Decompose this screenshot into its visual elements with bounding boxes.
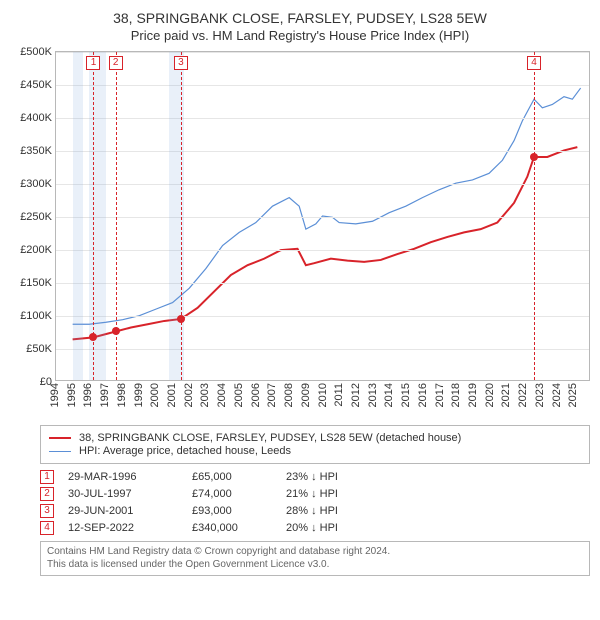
sale-row-date: 29-JUN-2001 bbox=[68, 505, 178, 517]
legend-swatch bbox=[49, 451, 71, 452]
x-tick-label: 2000 bbox=[149, 383, 161, 407]
page-title: 38, SPRINGBANK CLOSE, FARSLEY, PUDSEY, L… bbox=[0, 10, 600, 26]
sale-row-date: 12-SEP-2022 bbox=[68, 522, 178, 534]
x-tick-label: 2012 bbox=[350, 383, 362, 407]
x-tick-label: 2018 bbox=[450, 383, 462, 407]
x-tick-label: 2023 bbox=[534, 383, 546, 407]
x-tick-label: 2014 bbox=[383, 383, 395, 407]
x-tick-label: 2024 bbox=[551, 383, 563, 407]
y-tick-label: £300K bbox=[20, 178, 56, 190]
y-tick-label: £450K bbox=[20, 79, 56, 91]
sale-row-badge: 1 bbox=[40, 470, 54, 484]
sale-row-date: 30-JUL-1997 bbox=[68, 488, 178, 500]
sale-row-badge: 3 bbox=[40, 504, 54, 518]
y-tick-label: £400K bbox=[20, 112, 56, 124]
y-tick-label: £250K bbox=[20, 211, 56, 223]
x-tick-label: 2020 bbox=[484, 383, 496, 407]
x-tick-label: 1994 bbox=[49, 383, 61, 407]
y-tick-label: £350K bbox=[20, 145, 56, 157]
sale-row-delta: 28% ↓ HPI bbox=[286, 505, 366, 517]
x-tick-label: 2013 bbox=[367, 383, 379, 407]
sale-row-badge: 4 bbox=[40, 521, 54, 535]
x-tick-label: 1998 bbox=[116, 383, 128, 407]
sale-row-price: £340,000 bbox=[192, 522, 272, 534]
footnote-line: Contains HM Land Registry data © Crown c… bbox=[47, 546, 583, 559]
y-tick-label: £50K bbox=[26, 343, 56, 355]
sale-marker-dot bbox=[89, 333, 97, 341]
x-axis: 1994199519961997199819992000200120022003… bbox=[55, 381, 590, 417]
legend-label: 38, SPRINGBANK CLOSE, FARSLEY, PUDSEY, L… bbox=[79, 432, 461, 444]
sale-marker-dot bbox=[530, 153, 538, 161]
x-tick-label: 2010 bbox=[317, 383, 329, 407]
y-tick-label: £200K bbox=[20, 244, 56, 256]
recession-band bbox=[89, 52, 106, 380]
recession-band bbox=[169, 52, 184, 380]
chart-outer: 1234 £0£50K£100K£150K£200K£250K£300K£350… bbox=[0, 51, 600, 417]
sale-marker-dot bbox=[112, 327, 120, 335]
sale-marker-badge: 3 bbox=[174, 56, 188, 70]
x-tick-label: 2009 bbox=[300, 383, 312, 407]
x-tick-label: 2022 bbox=[517, 383, 529, 407]
sale-marker-line bbox=[93, 52, 94, 380]
x-tick-label: 2011 bbox=[333, 383, 345, 407]
sale-marker-line bbox=[181, 52, 182, 380]
x-tick-label: 2021 bbox=[500, 383, 512, 407]
legend: 38, SPRINGBANK CLOSE, FARSLEY, PUDSEY, L… bbox=[40, 425, 590, 464]
footnote: Contains HM Land Registry data © Crown c… bbox=[40, 541, 590, 576]
y-tick-label: £500K bbox=[20, 46, 56, 58]
x-tick-label: 2007 bbox=[266, 383, 278, 407]
sale-row-delta: 21% ↓ HPI bbox=[286, 488, 366, 500]
chart-svg bbox=[56, 52, 589, 380]
sale-marker-badge: 4 bbox=[527, 56, 541, 70]
plot-area: 12 3 4 bbox=[56, 52, 589, 380]
x-tick-label: 1997 bbox=[99, 383, 111, 407]
sale-row-date: 29-MAR-1996 bbox=[68, 471, 178, 483]
chart-area: 1234 £0£50K£100K£150K£200K£250K£300K£350… bbox=[55, 51, 590, 381]
sales-table: 1 29-MAR-1996 £65,000 23% ↓ HPI 2 30-JUL-1997… bbox=[40, 470, 590, 535]
sale-marker-dot bbox=[177, 315, 185, 323]
sale-marker-badge: 1 bbox=[86, 56, 100, 70]
sale-row: 2 30-JUL-1997 £74,000 21% ↓ HPI bbox=[40, 487, 590, 501]
x-tick-label: 2015 bbox=[400, 383, 412, 407]
y-tick-label: £150K bbox=[20, 277, 56, 289]
sale-row-badge: 2 bbox=[40, 487, 54, 501]
sale-row-price: £74,000 bbox=[192, 488, 272, 500]
sale-row-delta: 20% ↓ HPI bbox=[286, 522, 366, 534]
sale-row-price: £93,000 bbox=[192, 505, 272, 517]
x-tick-label: 1996 bbox=[82, 383, 94, 407]
x-tick-label: 2001 bbox=[166, 383, 178, 407]
sale-row: 4 12-SEP-2022 £340,000 20% ↓ HPI bbox=[40, 521, 590, 535]
x-tick-label: 2008 bbox=[283, 383, 295, 407]
x-tick-label: 2003 bbox=[199, 383, 211, 407]
legend-label: HPI: Average price, detached house, Leed… bbox=[79, 445, 291, 457]
footnote-line: This data is licensed under the Open Gov… bbox=[47, 559, 583, 572]
x-tick-label: 2004 bbox=[216, 383, 228, 407]
legend-item: HPI: Average price, detached house, Leed… bbox=[49, 445, 581, 457]
x-tick-label: 2006 bbox=[250, 383, 262, 407]
x-tick-label: 2016 bbox=[417, 383, 429, 407]
series-property_price bbox=[73, 147, 578, 339]
x-tick-label: 1999 bbox=[133, 383, 145, 407]
x-tick-label: 2025 bbox=[567, 383, 579, 407]
sale-row: 3 29-JUN-2001 £93,000 28% ↓ HPI bbox=[40, 504, 590, 518]
series-hpi bbox=[73, 88, 581, 324]
sale-marker-badge: 2 bbox=[109, 56, 123, 70]
legend-swatch bbox=[49, 437, 71, 439]
sale-row-delta: 23% ↓ HPI bbox=[286, 471, 366, 483]
x-tick-label: 2019 bbox=[467, 383, 479, 407]
page-subtitle: Price paid vs. HM Land Registry's House … bbox=[0, 28, 600, 43]
x-tick-label: 2017 bbox=[434, 383, 446, 407]
x-tick-label: 1995 bbox=[66, 383, 78, 407]
recession-band bbox=[73, 52, 83, 380]
sale-row-price: £65,000 bbox=[192, 471, 272, 483]
x-tick-label: 2005 bbox=[233, 383, 245, 407]
legend-item: 38, SPRINGBANK CLOSE, FARSLEY, PUDSEY, L… bbox=[49, 432, 581, 444]
y-tick-label: £100K bbox=[20, 310, 56, 322]
sale-row: 1 29-MAR-1996 £65,000 23% ↓ HPI bbox=[40, 470, 590, 484]
x-tick-label: 2002 bbox=[183, 383, 195, 407]
sale-marker-line bbox=[534, 52, 535, 380]
